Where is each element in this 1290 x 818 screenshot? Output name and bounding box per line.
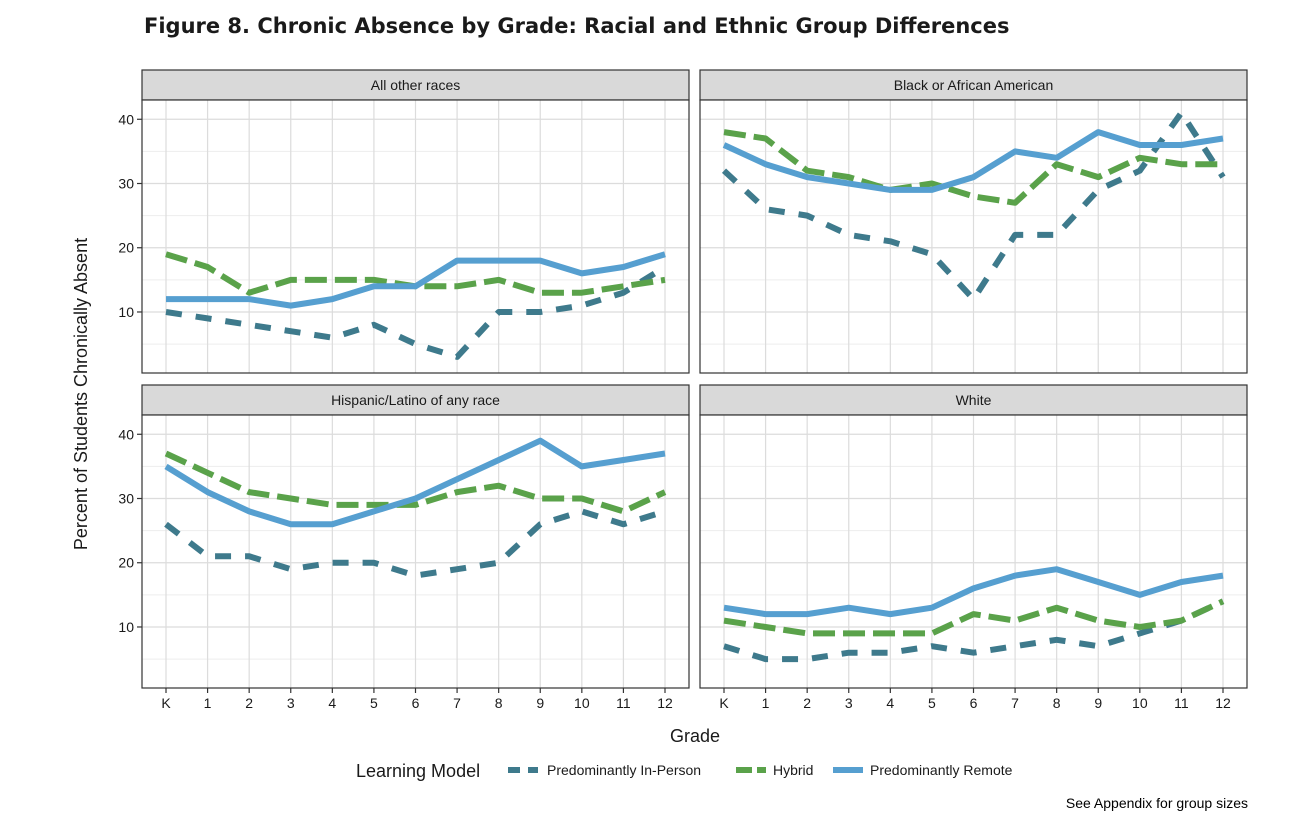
y-tick-label: 10 [118, 304, 134, 320]
x-tick-label: 12 [657, 695, 673, 711]
x-tick-label: 5 [928, 695, 936, 711]
figure-title: Figure 8. Chronic Absence by Grade: Raci… [144, 14, 1010, 38]
x-tick-label: K [161, 695, 171, 711]
x-tick-label: 1 [204, 695, 212, 711]
panel-title: All other races [371, 77, 460, 93]
y-axis-title: Percent of Students Chronically Absent [71, 238, 91, 550]
series-line-predominantly-in-person [721, 109, 1226, 303]
legend: Learning Model Predominantly In-Person Hyb… [356, 761, 1013, 781]
y-tick-label: 40 [118, 111, 134, 127]
x-tick-label: 4 [328, 695, 336, 711]
x-tick-label: 2 [245, 695, 253, 711]
series-line-predominantly-in-person [723, 598, 1225, 663]
legend-label: Predominantly In-Person [547, 762, 701, 778]
panel-all-other-races: All other races 10 20 30 40 [118, 69, 690, 374]
x-tick-label: 5 [370, 695, 378, 711]
panel-title: Black or African American [894, 77, 1054, 93]
x-tick-label: 9 [536, 695, 544, 711]
series-line-predominantly-remote [166, 251, 666, 309]
x-tick-label: 9 [1094, 695, 1102, 711]
panel-strip [141, 384, 690, 416]
y-tick-label: 30 [118, 491, 134, 507]
series-line-predominantly-in-person [164, 508, 666, 579]
y-tick-label: 20 [118, 555, 134, 571]
panel-strip [699, 69, 1248, 101]
series-line-predominantly-remote [722, 129, 1224, 193]
y-tick-label: 20 [118, 240, 134, 256]
x-tick-label: 12 [1215, 695, 1231, 711]
x-tick-label: 1 [762, 695, 770, 711]
x-tick-label: 10 [1132, 695, 1148, 711]
panel-title: Hispanic/Latino of any race [331, 392, 500, 408]
legend-label: Predominantly Remote [870, 762, 1013, 778]
panel-title: White [956, 392, 992, 408]
x-tick-label: 2 [803, 695, 811, 711]
x-tick-label: 3 [845, 695, 853, 711]
panel-strip [699, 384, 1248, 416]
series-line-hybrid [723, 598, 1225, 637]
x-tick-label: 7 [1011, 695, 1019, 711]
x-tick-label: 3 [287, 695, 295, 711]
footnote: See Appendix for group sizes [1065, 795, 1248, 811]
panel-strip [141, 69, 690, 101]
series-line-predominantly-remote [723, 566, 1224, 618]
y-tick-label: 40 [118, 426, 134, 442]
x-tick-label: 8 [495, 695, 503, 711]
y-tick-label: 30 [118, 176, 134, 192]
x-tick-label: K [719, 695, 729, 711]
legend-title: Learning Model [356, 761, 480, 781]
x-tick-label: 11 [616, 695, 631, 711]
panel-border [141, 99, 690, 374]
legend-label: Hybrid [773, 762, 813, 778]
panel-border [699, 99, 1248, 374]
x-tick-label: 8 [1053, 695, 1061, 711]
x-tick-label: 10 [574, 695, 590, 711]
x-tick-label: 11 [1174, 695, 1189, 711]
series-line-predominantly-remote [164, 437, 666, 528]
series-line-hybrid [164, 450, 667, 515]
series-line-hybrid [723, 129, 1223, 206]
panel-black-or-african-american: Black or African American [699, 69, 1248, 374]
x-axis-title: Grade [670, 726, 720, 746]
x-tick-label: 7 [453, 695, 461, 711]
x-tick-label: 4 [886, 695, 894, 711]
x-tick-label: 6 [412, 695, 420, 711]
y-tick-label: 10 [118, 619, 134, 635]
x-tick-label: 6 [970, 695, 978, 711]
